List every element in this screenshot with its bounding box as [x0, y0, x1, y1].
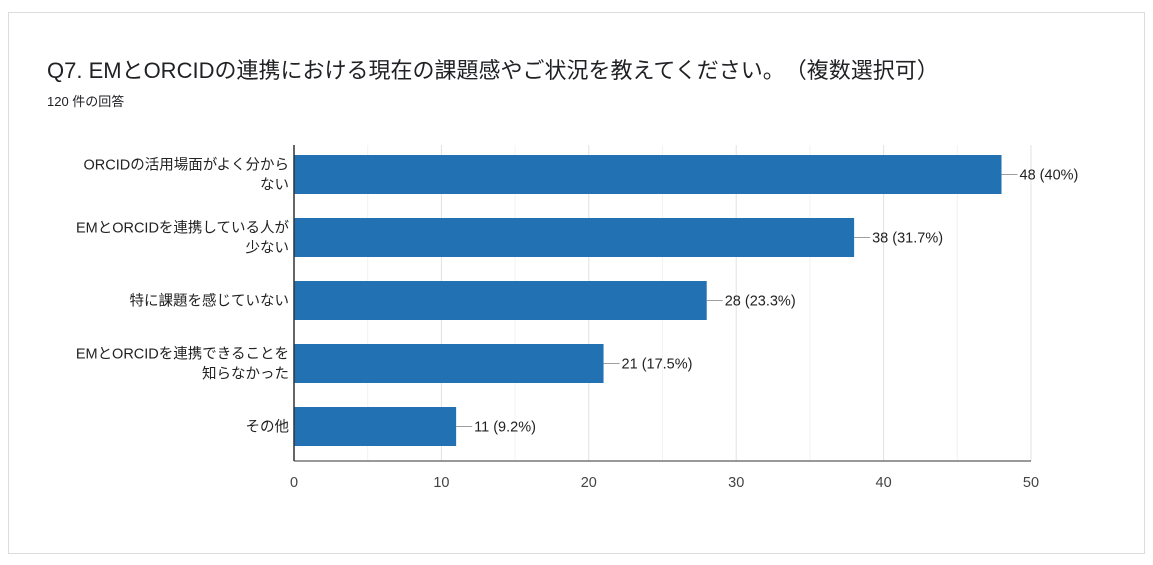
category-label: ORCIDの活用場面がよく分から [84, 157, 290, 174]
category-label: EMとORCIDを連携している人が [76, 220, 290, 237]
category-label: 少ない [246, 240, 290, 257]
data-label: 48 (40%) [1020, 168, 1079, 184]
bar [294, 407, 457, 446]
category-label: その他 [246, 419, 290, 436]
x-tick-label: 0 [290, 475, 298, 491]
data-label: 21 (17.5%) [622, 357, 693, 373]
x-tick-label: 30 [728, 475, 744, 491]
response-count: 120 件の回答 [47, 94, 125, 109]
bar [294, 344, 604, 383]
data-label: 28 (23.3%) [725, 294, 796, 310]
data-label: 11 (9.2%) [474, 420, 536, 436]
category-label: ない [260, 177, 289, 194]
category-label: EMとORCIDを連携できることを [76, 346, 289, 363]
bar [294, 281, 707, 320]
x-tick-label: 10 [433, 475, 449, 491]
question-title: Q7. EMとORCIDの連携における現在の課題感やご状況を教えてください。 （… [47, 58, 939, 83]
x-tick-label: 40 [876, 475, 892, 491]
category-label: 特に課題を感じていない [130, 293, 290, 310]
bar [294, 218, 855, 257]
category-label: 知らなかった [202, 366, 289, 383]
bar [294, 155, 1002, 194]
x-tick-label: 50 [1023, 475, 1039, 491]
x-tick-label: 20 [581, 475, 597, 491]
data-label: 38 (31.7%) [872, 231, 943, 247]
